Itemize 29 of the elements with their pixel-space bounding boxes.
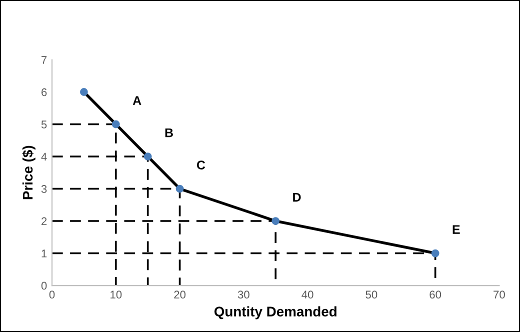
x-tick-label: 10 — [110, 290, 122, 299]
x-tick-label: 50 — [366, 290, 378, 299]
x-tick-label: 40 — [302, 290, 314, 299]
point — [80, 88, 88, 96]
y-tick-label: 4 — [41, 152, 47, 161]
annotation: E — [452, 225, 460, 234]
y-tick-label: 6 — [42, 88, 47, 96]
x-tick-label: 0 — [49, 290, 55, 299]
x-tick-label: 20 — [174, 290, 186, 299]
y-tick-label: 2 — [42, 217, 47, 226]
point — [176, 184, 184, 193]
point — [272, 217, 280, 225]
annotation: B — [165, 128, 173, 138]
point — [112, 120, 120, 128]
y-axis-title: Price ($) — [22, 146, 36, 200]
y-tick-label: 5 — [41, 120, 47, 128]
x-tick-label: 30 — [238, 290, 250, 299]
y-tick-label: 1 — [42, 250, 47, 258]
annotation: D — [293, 192, 301, 202]
y-tick-label: 0 — [41, 282, 47, 290]
x-axis-title: Quntity Demanded — [214, 306, 336, 320]
point — [144, 152, 152, 160]
x-tick-label: 70 — [494, 290, 505, 299]
y-tick-label: 3 — [41, 185, 47, 193]
annotation: A — [132, 96, 142, 105]
y-tick-label: 7 — [42, 56, 47, 64]
point — [431, 249, 440, 258]
annotation: C — [196, 160, 206, 170]
x-tick-label: 60 — [430, 290, 442, 299]
